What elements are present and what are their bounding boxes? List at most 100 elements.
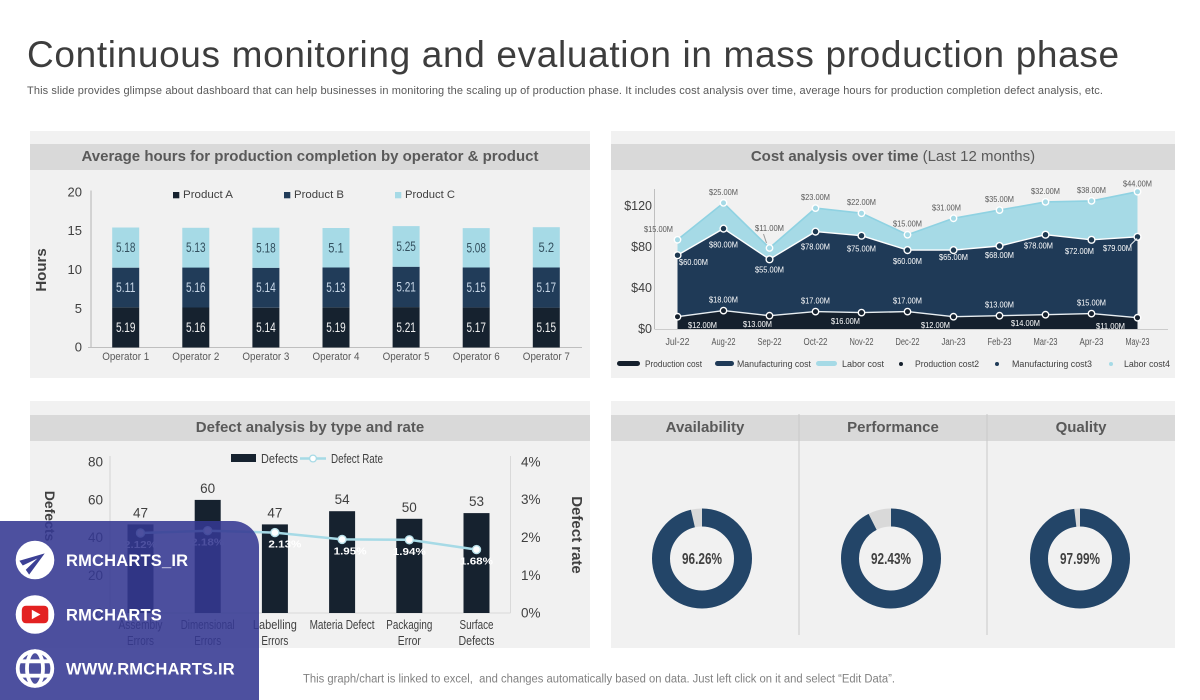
- svg-text:5: 5: [75, 301, 82, 316]
- svg-text:1.95%: 1.95%: [334, 546, 367, 557]
- svg-text:3%: 3%: [521, 492, 541, 507]
- svg-text:Operator 2: Operator 2: [172, 351, 219, 363]
- svg-text:Labor cost: Labor cost: [842, 359, 885, 369]
- svg-text:Error: Error: [398, 633, 422, 648]
- svg-text:Labor cost4: Labor cost4: [1124, 359, 1170, 369]
- svg-text:5.08: 5.08: [466, 239, 486, 255]
- svg-text:WWW.RMCHARTS.IR: WWW.RMCHARTS.IR: [66, 661, 235, 679]
- svg-text:96.26%: 96.26%: [682, 551, 722, 568]
- svg-text:$75.00M: $75.00M: [847, 244, 876, 254]
- svg-text:92.43%: 92.43%: [871, 551, 911, 568]
- svg-text:$60.00M: $60.00M: [679, 257, 708, 267]
- svg-text:0%: 0%: [521, 606, 541, 621]
- svg-text:Product C: Product C: [405, 189, 455, 201]
- svg-text:5.17: 5.17: [466, 319, 486, 335]
- svg-text:Labelling: Labelling: [253, 617, 297, 632]
- svg-text:5.25: 5.25: [396, 238, 416, 254]
- svg-text:$72.00M: $72.00M: [1065, 246, 1094, 256]
- svg-text:Nov-22: Nov-22: [850, 337, 874, 348]
- svg-text:Product A: Product A: [183, 189, 234, 201]
- svg-text:15: 15: [68, 223, 82, 238]
- svg-text:$80.00M: $80.00M: [709, 240, 738, 250]
- svg-text:54: 54: [335, 492, 351, 507]
- svg-text:5.19: 5.19: [116, 319, 136, 335]
- svg-text:$16.00M: $16.00M: [831, 316, 860, 326]
- svg-text:4%: 4%: [521, 455, 541, 470]
- svg-text:$23.00M: $23.00M: [801, 192, 830, 202]
- svg-text:Defect rate: Defect rate: [568, 496, 585, 574]
- svg-text:Sep-22: Sep-22: [758, 337, 782, 348]
- svg-text:5.18: 5.18: [116, 239, 136, 255]
- svg-text:1.68%: 1.68%: [460, 557, 493, 568]
- svg-text:Operator 3: Operator 3: [242, 351, 289, 363]
- svg-text:$40: $40: [631, 281, 652, 295]
- svg-text:47: 47: [267, 505, 282, 520]
- svg-text:5.15: 5.15: [466, 279, 486, 295]
- svg-text:47: 47: [133, 505, 148, 520]
- svg-text:Operator 7: Operator 7: [523, 351, 570, 363]
- svg-text:$60.00M: $60.00M: [893, 256, 922, 266]
- svg-text:$13.00M: $13.00M: [985, 300, 1014, 310]
- svg-text:$0: $0: [638, 322, 652, 336]
- svg-text:$17.00M: $17.00M: [893, 296, 922, 306]
- svg-text:$35.00M: $35.00M: [985, 194, 1014, 204]
- svg-text:2.13%: 2.13%: [268, 540, 301, 551]
- svg-text:Jul-22: Jul-22: [666, 337, 690, 348]
- svg-text:$55.00M: $55.00M: [755, 264, 784, 274]
- svg-text:Packaging: Packaging: [386, 617, 432, 632]
- svg-text:0: 0: [75, 340, 82, 355]
- svg-text:$79.00M: $79.00M: [1103, 243, 1132, 253]
- svg-text:5.14: 5.14: [256, 319, 276, 335]
- svg-text:Dec-22: Dec-22: [896, 337, 920, 348]
- svg-text:$65.00M: $65.00M: [939, 252, 968, 262]
- svg-text:5.1: 5.1: [328, 239, 344, 255]
- svg-text:$12.00M: $12.00M: [688, 320, 717, 330]
- svg-text:80: 80: [88, 455, 103, 470]
- svg-text:97.99%: 97.99%: [1060, 551, 1100, 568]
- svg-text:10: 10: [68, 262, 82, 277]
- svg-text:20: 20: [68, 185, 82, 200]
- svg-text:Manufacturing cost3: Manufacturing cost3: [1012, 359, 1092, 369]
- svg-text:$120: $120: [624, 199, 652, 213]
- svg-text:Jan-23: Jan-23: [942, 337, 966, 348]
- svg-text:Defect Rate: Defect Rate: [331, 451, 383, 466]
- svg-text:Errors: Errors: [261, 633, 288, 648]
- svg-text:Defects: Defects: [459, 633, 495, 648]
- svg-text:Apr-23: Apr-23: [1080, 337, 1104, 348]
- svg-text:60: 60: [200, 481, 215, 496]
- svg-text:Materia Defect: Materia Defect: [310, 617, 375, 632]
- svg-text:$25.00M: $25.00M: [709, 187, 738, 197]
- svg-text:1.94%: 1.94%: [393, 547, 426, 558]
- svg-text:5.16: 5.16: [186, 319, 206, 335]
- svg-text:53: 53: [469, 494, 484, 509]
- svg-text:Operator 5: Operator 5: [383, 351, 430, 363]
- svg-text:Production cost: Production cost: [645, 359, 703, 369]
- svg-text:Mar-23: Mar-23: [1034, 337, 1058, 348]
- svg-text:$44.00M: $44.00M: [1123, 179, 1152, 189]
- svg-text:$78.00M: $78.00M: [801, 242, 830, 252]
- svg-text:$15.00M: $15.00M: [644, 224, 673, 234]
- svg-text:2%: 2%: [521, 530, 541, 545]
- svg-text:$32.00M: $32.00M: [1031, 186, 1060, 196]
- svg-text:5.16: 5.16: [186, 279, 206, 295]
- svg-text:5.11: 5.11: [116, 279, 136, 295]
- svg-text:5.19: 5.19: [326, 319, 346, 335]
- svg-text:5.21: 5.21: [396, 278, 416, 294]
- svg-text:$17.00M: $17.00M: [801, 296, 830, 306]
- svg-text:Manufacturing cost: Manufacturing cost: [737, 359, 812, 369]
- svg-text:$38.00M: $38.00M: [1077, 185, 1106, 195]
- svg-text:5.2: 5.2: [539, 239, 555, 255]
- svg-text:$11.00M: $11.00M: [1096, 321, 1125, 331]
- svg-text:Operator 4: Operator 4: [313, 351, 360, 363]
- svg-text:$68.00M: $68.00M: [985, 250, 1014, 260]
- svg-text:1%: 1%: [521, 568, 541, 583]
- svg-text:Feb-23: Feb-23: [988, 337, 1012, 348]
- svg-text:Product B: Product B: [294, 189, 344, 201]
- svg-text:$18.00M: $18.00M: [709, 295, 738, 305]
- svg-text:Production cost2: Production cost2: [915, 359, 979, 369]
- svg-text:5.13: 5.13: [326, 279, 346, 295]
- svg-text:60: 60: [88, 492, 103, 507]
- svg-text:$14.00M: $14.00M: [1011, 318, 1040, 328]
- svg-text:5.15: 5.15: [537, 319, 557, 335]
- svg-text:$15.00M: $15.00M: [1077, 298, 1106, 308]
